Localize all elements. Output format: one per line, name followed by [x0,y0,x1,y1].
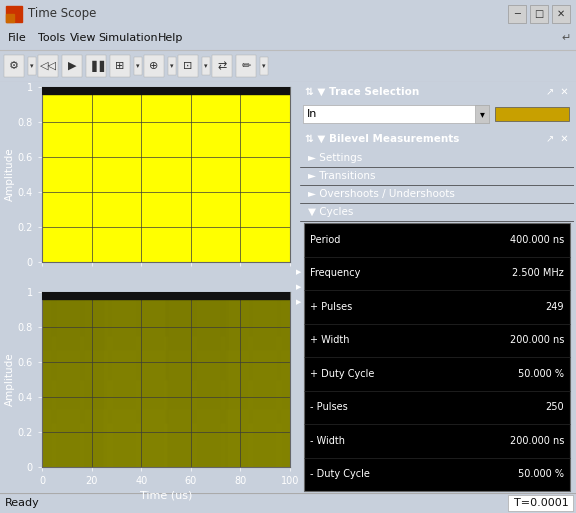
Bar [530,5,548,23]
Bar [475,105,489,123]
Text: - Duty Cycle: - Duty Cycle [310,469,370,479]
Text: ↗  ✕: ↗ ✕ [547,87,569,97]
Bar [260,57,268,75]
Text: ▼ Cycles: ▼ Cycles [308,207,353,217]
Bar [38,55,58,77]
Text: 400.000 ns: 400.000 ns [510,235,564,245]
Bar [42,292,290,299]
Text: Frequency: Frequency [310,268,361,278]
Y-axis label: Amplitude: Amplitude [5,353,15,406]
Text: 249: 249 [545,302,564,312]
Text: ▶: ▶ [68,61,76,71]
Text: ▾: ▾ [480,109,484,119]
Bar [178,55,198,77]
Text: ⇄: ⇄ [217,61,227,71]
Text: 200.000 ns: 200.000 ns [510,336,564,345]
Text: ↗  ✕: ↗ ✕ [547,134,569,144]
Text: ▾: ▾ [31,63,34,69]
Bar [495,107,569,121]
Text: - Width: - Width [310,436,345,446]
Bar [168,57,176,75]
Bar [508,495,573,511]
Text: □: □ [535,9,544,19]
Bar [508,5,526,23]
Text: 2.500 MHz: 2.500 MHz [512,268,564,278]
Bar [28,57,36,75]
Bar [212,55,232,77]
Bar [62,55,82,77]
Text: In: In [307,109,317,119]
Text: ⊡: ⊡ [183,61,193,71]
Bar [202,57,210,75]
Bar [236,55,256,77]
Bar [86,55,106,77]
Text: ▶: ▶ [296,299,302,305]
Bar [6,14,14,22]
Text: + Duty Cycle: + Duty Cycle [310,369,374,379]
Text: ▶: ▶ [296,284,302,290]
Text: ⊞: ⊞ [115,61,124,71]
Text: ✕: ✕ [557,9,565,19]
Bar [552,5,570,23]
Text: Simulation: Simulation [98,33,158,43]
Text: Period: Period [310,235,340,245]
Text: 50.000 %: 50.000 % [518,469,564,479]
Text: ▐▐: ▐▐ [88,61,104,72]
Text: View: View [70,33,97,43]
Text: ▶: ▶ [296,269,302,275]
Y-axis label: Amplitude: Amplitude [5,148,15,201]
Text: ► Overshoots / Undershoots: ► Overshoots / Undershoots [308,189,455,199]
Bar [110,55,130,77]
X-axis label: Time (us): Time (us) [140,490,192,500]
Bar [304,223,570,491]
Text: + Width: + Width [310,336,350,345]
Text: ↵: ↵ [562,33,571,43]
Text: ▾: ▾ [204,63,208,69]
Text: Ready: Ready [5,498,40,508]
Text: ▾: ▾ [137,63,140,69]
Text: ► Settings: ► Settings [308,153,362,163]
Text: Help: Help [158,33,183,43]
Bar [6,6,22,22]
Text: ◁◁: ◁◁ [40,61,56,71]
Text: T=0.0001: T=0.0001 [514,498,569,508]
Bar [4,55,24,77]
Bar [134,57,142,75]
Text: Time Scope: Time Scope [28,8,96,21]
Text: ► Transitions: ► Transitions [308,171,376,181]
Text: ─: ─ [514,9,520,19]
Bar [42,87,290,94]
Text: ✏: ✏ [241,61,251,71]
Text: ⇅ ▼ Trace Selection: ⇅ ▼ Trace Selection [305,87,419,97]
Text: ▾: ▾ [170,63,174,69]
Text: - Pulses: - Pulses [310,402,348,412]
Text: ▾: ▾ [262,63,266,69]
Text: Tools: Tools [38,33,65,43]
Text: ⚙: ⚙ [9,61,19,71]
Text: ⇅ ▼ Bilevel Measurements: ⇅ ▼ Bilevel Measurements [305,134,460,144]
Text: 50.000 %: 50.000 % [518,369,564,379]
Bar [303,105,489,123]
Text: File: File [8,33,26,43]
Bar [144,55,164,77]
Text: 200.000 ns: 200.000 ns [510,436,564,446]
Text: 250: 250 [545,402,564,412]
Text: + Pulses: + Pulses [310,302,353,312]
Text: ⊕: ⊕ [149,61,158,71]
